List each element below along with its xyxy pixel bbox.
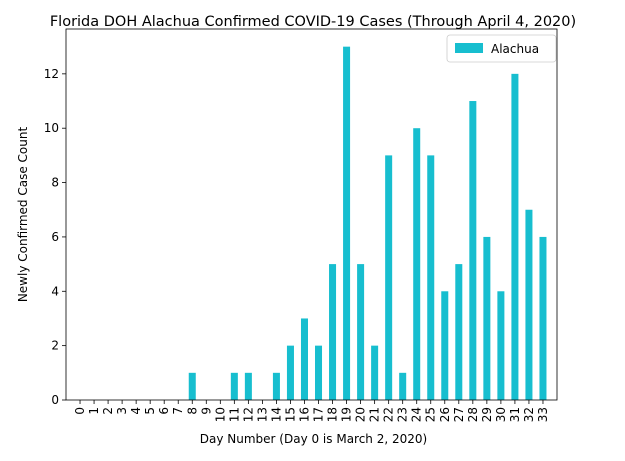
x-tick-label: 29 bbox=[480, 407, 494, 422]
x-tick-label: 10 bbox=[213, 407, 227, 422]
x-tick-label: 26 bbox=[438, 407, 452, 422]
x-tick-label: 25 bbox=[424, 407, 438, 422]
y-tick-label: 2 bbox=[51, 339, 59, 353]
bar-day-19 bbox=[343, 46, 351, 401]
x-tick-label: 11 bbox=[227, 407, 241, 422]
x-tick-label: 7 bbox=[171, 407, 185, 415]
bars-layer bbox=[188, 46, 547, 401]
x-tick-label: 32 bbox=[522, 407, 536, 422]
bar-day-27 bbox=[455, 264, 463, 400]
bar-day-18 bbox=[329, 264, 337, 400]
x-tick-label: 33 bbox=[536, 407, 550, 422]
bar-day-33 bbox=[539, 236, 547, 400]
y-axis-label: Newly Confirmed Case Count bbox=[16, 127, 30, 303]
y-tick-label: 6 bbox=[51, 230, 59, 244]
y-tick-label: 10 bbox=[44, 121, 59, 135]
x-tick-label: 31 bbox=[508, 407, 522, 422]
bar-day-11 bbox=[230, 372, 238, 400]
bar-day-26 bbox=[441, 291, 449, 400]
x-tick-label: 17 bbox=[312, 407, 326, 422]
x-tick-label: 18 bbox=[326, 407, 340, 422]
x-tick-label: 19 bbox=[340, 407, 354, 422]
x-axis-label: Day Number (Day 0 is March 2, 2020) bbox=[200, 432, 427, 446]
bar-day-20 bbox=[357, 264, 365, 400]
legend-swatch bbox=[455, 43, 483, 53]
bar-day-21 bbox=[371, 345, 379, 400]
x-tick-label: 15 bbox=[283, 407, 297, 422]
x-tick-label: 20 bbox=[354, 407, 368, 422]
bar-day-15 bbox=[286, 345, 294, 400]
bar-day-16 bbox=[300, 318, 308, 400]
bar-day-22 bbox=[385, 155, 393, 400]
plot-frame bbox=[65, 28, 558, 401]
x-tick-label: 27 bbox=[452, 407, 466, 422]
x-tick-label: 5 bbox=[143, 407, 157, 415]
chart-title: Florida DOH Alachua Confirmed COVID-19 C… bbox=[50, 14, 576, 30]
x-tick-label: 3 bbox=[115, 407, 129, 415]
x-tick-label: 1 bbox=[87, 407, 101, 415]
x-tick-label: 30 bbox=[494, 407, 508, 422]
legend: Alachua bbox=[446, 34, 557, 63]
x-tick-label: 28 bbox=[466, 407, 480, 422]
x-tick-label: 8 bbox=[185, 407, 199, 415]
y-tick-label: 0 bbox=[51, 393, 59, 407]
y-tick-label: 8 bbox=[51, 176, 59, 190]
x-tick-label: 23 bbox=[396, 407, 410, 422]
x-tick-label: 14 bbox=[269, 407, 283, 422]
x-tick-label: 0 bbox=[73, 407, 87, 415]
x-tick-label: 16 bbox=[297, 407, 311, 422]
legend-label: Alachua bbox=[491, 42, 539, 56]
bar-day-14 bbox=[272, 372, 280, 400]
bar-day-31 bbox=[511, 73, 519, 400]
x-tick-label: 2 bbox=[101, 407, 115, 415]
bar-day-8 bbox=[188, 372, 196, 400]
x-tick-label: 21 bbox=[368, 407, 382, 422]
x-tick-label: 4 bbox=[129, 407, 143, 415]
bar-day-32 bbox=[525, 209, 533, 400]
bar-day-25 bbox=[427, 155, 435, 400]
x-tick-label: 12 bbox=[241, 407, 255, 422]
bar-day-24 bbox=[413, 128, 421, 400]
bar-day-17 bbox=[315, 345, 323, 400]
bar-day-30 bbox=[497, 291, 505, 400]
x-tick-label: 9 bbox=[199, 407, 213, 415]
y-tick-label: 4 bbox=[51, 284, 59, 298]
x-tick-label: 6 bbox=[157, 407, 171, 415]
legend-box bbox=[446, 34, 557, 63]
x-tick-label: 13 bbox=[255, 407, 269, 422]
x-tick-label: 22 bbox=[382, 407, 396, 422]
bar-day-29 bbox=[483, 236, 491, 400]
bar-day-12 bbox=[244, 372, 252, 400]
bar-day-23 bbox=[399, 372, 407, 400]
bar-day-28 bbox=[469, 101, 477, 401]
y-tick-label: 12 bbox=[44, 67, 59, 81]
x-tick-label: 24 bbox=[410, 407, 424, 422]
